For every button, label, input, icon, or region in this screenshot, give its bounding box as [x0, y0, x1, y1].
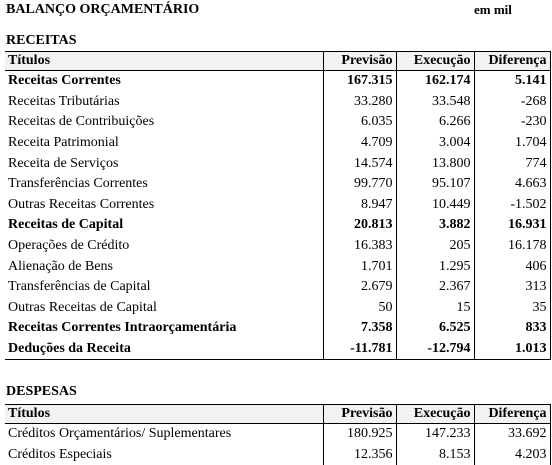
- execucao-value: 205: [395, 235, 474, 257]
- receitas-table: Títulos Previsão Execução Diferença Rece…: [5, 51, 551, 361]
- column-header-diferenca: Diferença: [473, 51, 551, 71]
- column-header-titulos: Títulos: [5, 404, 323, 424]
- previsao-value: 1.701: [322, 256, 396, 277]
- execucao-value: 15: [395, 297, 474, 319]
- diferenca-value: 4.663: [473, 173, 551, 195]
- row-label: Operações de Crédito: [8, 238, 130, 254]
- previsao-value: 33.280: [322, 91, 396, 113]
- previsao-value: 7.358: [322, 318, 396, 339]
- row-label: Deduções da Receita: [5, 338, 323, 361]
- table-row: Alienação de Bens 1.701 1.295 406: [5, 256, 551, 277]
- previsao-value: 8.947: [322, 194, 396, 216]
- previsao-value: 20.813: [322, 215, 396, 236]
- row-label: Receitas de Contribuições: [8, 114, 155, 130]
- execucao-value: 8.153: [395, 444, 474, 465]
- execucao-value: 162.174: [395, 69, 474, 92]
- diferenca-value: 406: [473, 256, 551, 277]
- diferenca-value: 16.931: [473, 215, 551, 236]
- row-label: Outras Receitas Correntes: [8, 196, 155, 212]
- execucao-value: 13.800: [395, 153, 474, 174]
- diferenca-value: -1.502: [473, 194, 551, 216]
- table-row: Receita de Serviços 14.574 13.800 774: [5, 153, 551, 174]
- execucao-value: 147.233: [395, 423, 474, 445]
- row-label: Créditos Orçamentários/ Suplementares: [8, 426, 232, 442]
- table-row: Créditos Especiais 12.356 8.153 4.203: [5, 444, 551, 465]
- column-header-previsao: Previsão: [322, 51, 396, 71]
- execucao-value: 3.882: [395, 215, 474, 236]
- previsao-value: -11.781: [322, 338, 396, 361]
- previsao-value: 2.679: [322, 276, 396, 298]
- previsao-value: 12.356: [322, 444, 396, 465]
- row-label: Receita Patrimonial: [8, 135, 119, 151]
- execucao-value: 1.295: [395, 256, 474, 277]
- table-row: Operações de Crédito 16.383 205 16.178: [5, 235, 551, 257]
- execucao-value: 33.548: [395, 91, 474, 113]
- previsao-value: 167.315: [322, 69, 396, 92]
- previsao-value: 50: [322, 297, 396, 319]
- previsao-value: 4.709: [322, 132, 396, 154]
- table-row: Deduções da Receita -11.781 -12.794 1.013: [5, 338, 551, 361]
- column-header-execucao: Execução: [395, 51, 474, 71]
- row-label: Transferências Correntes: [8, 176, 148, 192]
- previsao-value: 6.035: [322, 112, 396, 133]
- diferenca-value: 4.203: [473, 444, 551, 465]
- diferenca-value: -230: [473, 112, 551, 133]
- execucao-value: 10.449: [395, 194, 474, 216]
- row-label: Outras Receitas de Capital: [8, 299, 157, 315]
- diferenca-value: 1.704: [473, 132, 551, 154]
- previsao-value: 99.770: [322, 173, 396, 195]
- table-row: Receitas de Contribuições 6.035 6.266 -230: [5, 112, 551, 133]
- diferenca-value: 5.141: [473, 69, 551, 92]
- row-label: Receitas Correntes Intraorçamentária: [8, 320, 237, 336]
- table-row: Outras Receitas Correntes 8.947 10.449 -1.5…: [5, 194, 551, 216]
- table-row: Receitas Correntes Intraorçamentária 7.35…: [5, 318, 551, 339]
- table-row: Outras Receitas de Capital 50 15 35: [5, 297, 551, 319]
- document-header: BALANÇO ORÇAMENTÁRIO em mil: [6, 2, 546, 20]
- row-label: Receitas de Capital: [8, 217, 124, 233]
- row-label: Transferências de Capital: [8, 279, 151, 295]
- table-row: Receitas Correntes 167.315 162.174 5.141: [5, 69, 551, 92]
- row-label: Alienação de Bens: [8, 258, 113, 274]
- table-header-row: Títulos Previsão Execução Diferença: [5, 51, 551, 71]
- table-header-row: Títulos Previsão Execução Diferença: [5, 404, 551, 424]
- column-header-execucao: Execução: [395, 404, 474, 424]
- execucao-value: -12.794: [395, 338, 474, 361]
- diferenca-value: 1.013: [473, 338, 551, 361]
- document-title: BALANÇO ORÇAMENTÁRIO: [6, 2, 200, 17]
- execucao-value: 95.107: [395, 173, 474, 195]
- execucao-value: 6.525: [395, 318, 474, 339]
- column-header-titulos: Títulos: [5, 51, 323, 71]
- execucao-value: 2.367: [395, 276, 474, 298]
- despesas-section-title: DESPESAS: [6, 384, 77, 399]
- column-header-previsao: Previsão: [322, 404, 396, 424]
- table-row: Transferências Correntes 99.770 95.107 4.66…: [5, 173, 551, 195]
- previsao-value: 14.574: [322, 153, 396, 174]
- diferenca-value: 35: [473, 297, 551, 319]
- execucao-value: 3.004: [395, 132, 474, 154]
- row-label: Receitas Tributárias: [8, 93, 120, 109]
- despesas-table: Títulos Previsão Execução Diferença Créd…: [5, 404, 551, 465]
- row-label: Créditos Especiais: [8, 446, 112, 462]
- previsao-value: 16.383: [322, 235, 396, 257]
- row-label: Receita de Serviços: [8, 155, 119, 171]
- diferenca-value: -268: [473, 91, 551, 113]
- unit-label: em mil: [474, 2, 512, 17]
- execucao-value: 6.266: [395, 112, 474, 133]
- receitas-section-title: RECEITAS: [6, 33, 77, 48]
- table-row: Receitas de Capital 20.813 3.882 16.931: [5, 215, 551, 236]
- row-label: Receitas Correntes: [5, 69, 323, 92]
- table-row: Créditos Orçamentários/ Suplementares 180…: [5, 423, 551, 445]
- diferenca-value: 774: [473, 153, 551, 174]
- diferenca-value: 313: [473, 276, 551, 298]
- table-row: Receitas Tributárias 33.280 33.548 -268: [5, 91, 551, 113]
- column-header-diferenca: Diferença: [473, 404, 551, 424]
- diferenca-value: 16.178: [473, 235, 551, 257]
- table-row: Receita Patrimonial 4.709 3.004 1.704: [5, 132, 551, 154]
- previsao-value: 180.925: [322, 423, 396, 445]
- diferenca-value: 33.692: [473, 423, 551, 445]
- diferenca-value: 833: [473, 318, 551, 339]
- table-row: Transferências de Capital 2.679 2.367 313: [5, 276, 551, 298]
